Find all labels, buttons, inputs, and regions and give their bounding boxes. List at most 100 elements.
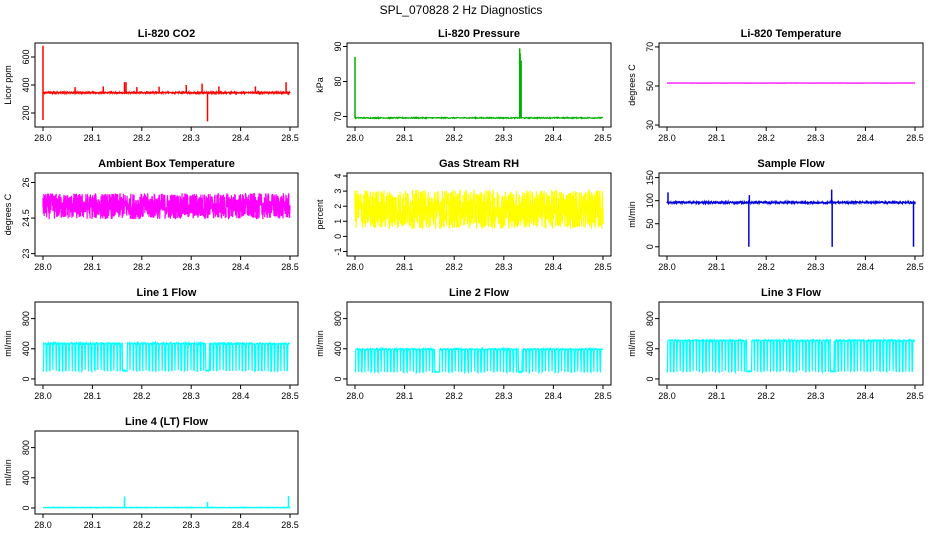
plot-frame (658, 172, 924, 257)
x-tick-label: 28.0 (34, 391, 52, 401)
plot-frame (34, 301, 299, 386)
panel-title: Li-820 CO2 (138, 28, 195, 40)
x-tick-label: 28.2 (133, 262, 151, 272)
x-tick-label: 28.3 (182, 520, 200, 530)
x-tick-label: 28.3 (495, 133, 513, 143)
y-tick-label: 4 (333, 174, 343, 179)
y-tick-label: 23 (21, 249, 31, 259)
y-tick-label: 3 (333, 189, 343, 194)
series-line (666, 337, 916, 375)
x-tick-label: 28.1 (84, 262, 102, 272)
x-tick-label: 28.1 (708, 133, 726, 143)
plot-frame (34, 42, 299, 128)
y-tick-label: 50 (645, 81, 655, 91)
x-tick-label: 28.3 (182, 133, 200, 143)
x-tick-label: 28.4 (232, 391, 250, 401)
x-tick-label: 28.0 (658, 262, 676, 272)
x-tick-label: 28.5 (594, 391, 612, 401)
x-tick-label: 28.3 (182, 391, 200, 401)
plot-frame (34, 430, 299, 515)
x-tick-label: 28.2 (757, 133, 775, 143)
x-tick-label: 28.0 (34, 520, 52, 530)
panel-7: Line 1 Flow 28.0 28.1 28.2 28.3 28.4 28.5 0 400 8… (3, 287, 299, 401)
panel-9: Line 3 Flow 28.0 28.1 28.2 28.3 28.4 28.5 0 400 8… (627, 287, 924, 401)
x-tick-label: 28.0 (346, 391, 364, 401)
x-tick-label: 28.2 (133, 391, 151, 401)
x-tick-label: 28.5 (594, 133, 612, 143)
x-tick-label: 28.2 (133, 520, 151, 530)
x-tick-label: 28.5 (281, 391, 299, 401)
y-axis-label: ml/min (627, 201, 637, 228)
y-tick-label: 800 (645, 311, 655, 326)
series-line (42, 192, 291, 220)
y-tick-label: 800 (21, 440, 31, 455)
y-tick-label: 2 (333, 204, 343, 209)
panel-8: Line 2 Flow 28.0 28.1 28.2 28.3 28.4 28.5 0 400 8… (315, 287, 612, 401)
x-tick-label: 28.1 (84, 133, 102, 143)
plot-frame (346, 172, 612, 257)
x-tick-label: 28.1 (396, 133, 414, 143)
x-tick-label: 28.5 (281, 133, 299, 143)
panel-5: Gas Stream RH 28.0 28.1 28.2 28.3 28.4 28.5 -1 0… (315, 158, 612, 272)
panel-title: Line 3 Flow (761, 287, 821, 299)
panel-title: Line 2 Flow (449, 287, 509, 299)
x-tick-label: 28.1 (396, 262, 414, 272)
x-tick-label: 28.3 (495, 262, 513, 272)
y-axis-label: Licor ppm (3, 65, 13, 105)
x-tick-label: 28.1 (708, 262, 726, 272)
panel-1: Li-820 CO2 28.0 28.1 28.2 28.3 28.4 28.5 200 400… (3, 28, 299, 143)
panel-title: Li-820 Temperature (741, 28, 842, 40)
x-tick-label: 28.5 (906, 391, 924, 401)
panel-title: Line 1 Flow (137, 287, 197, 299)
y-tick-label: 400 (21, 77, 31, 92)
y-tick-label: 50 (645, 219, 655, 229)
y-tick-label: 100 (645, 193, 655, 208)
x-tick-label: 28.2 (445, 391, 463, 401)
series-line (354, 346, 604, 375)
y-tick-label: 150 (645, 170, 655, 185)
x-tick-label: 28.4 (545, 262, 563, 272)
x-tick-label: 28.0 (34, 133, 52, 143)
x-tick-label: 28.0 (658, 133, 676, 143)
x-tick-label: 28.2 (133, 133, 151, 143)
y-axis-label: ml/min (3, 330, 13, 357)
y-axis-label: ml/min (3, 459, 13, 486)
y-tick-label: 800 (21, 311, 31, 326)
series-line (42, 340, 291, 374)
x-tick-label: 28.0 (34, 262, 52, 272)
panel-title: Gas Stream RH (439, 158, 519, 170)
panel-title: Li-820 Pressure (438, 28, 520, 40)
x-tick-label: 28.3 (807, 391, 825, 401)
series-line (666, 199, 916, 206)
x-tick-label: 28.4 (857, 262, 875, 272)
x-tick-label: 28.4 (545, 133, 563, 143)
x-tick-label: 28.4 (857, 391, 875, 401)
series-line (42, 89, 291, 96)
y-tick-label: 80 (333, 76, 343, 86)
panel-3: Li-820 Temperature 28.0 28.1 28.2 28.3 28.4 28… (627, 28, 924, 143)
panel-title: Sample Flow (757, 158, 825, 170)
series-line (354, 189, 604, 230)
y-tick-label: 400 (21, 341, 31, 356)
panel-title: Line 4 (LT) Flow (125, 416, 208, 428)
y-tick-label: 24.5 (21, 209, 31, 227)
y-tick-label: 400 (21, 470, 31, 485)
y-axis-label: kPa (315, 77, 325, 93)
y-tick-label: 70 (333, 111, 343, 121)
x-tick-label: 28.0 (658, 391, 676, 401)
y-tick-label: 26 (21, 177, 31, 187)
x-tick-label: 28.5 (906, 262, 924, 272)
x-tick-label: 28.2 (445, 262, 463, 272)
y-axis-label: percent (315, 199, 325, 230)
panel-title: Ambient Box Temperature (98, 158, 235, 170)
plot-frame (34, 172, 299, 257)
x-tick-label: 28.4 (232, 133, 250, 143)
plot-frame (346, 301, 612, 386)
y-tick-label: 200 (21, 105, 31, 120)
x-tick-label: 28.5 (594, 262, 612, 272)
y-tick-label: 400 (645, 341, 655, 356)
x-tick-label: 28.4 (545, 391, 563, 401)
figure-title: SPL_070828 2 Hz Diagnostics (380, 3, 543, 17)
x-tick-label: 28.1 (708, 391, 726, 401)
